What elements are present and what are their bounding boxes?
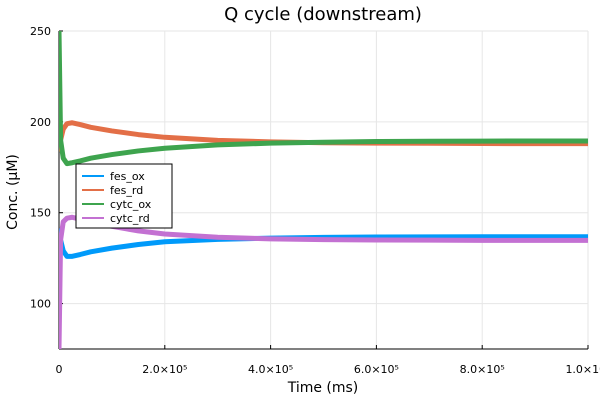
- ticks: 0 2.0×10⁵ 4.0×10⁵ 6.0×10⁵ 8.0×10⁵ 1.0×10⁶ 100 1…: [30, 25, 600, 376]
- y-tick-label: 150: [30, 207, 51, 220]
- chart-title: Q cycle (downstream): [224, 4, 422, 25]
- legend-label-fes-rd: fes_rd: [110, 184, 143, 197]
- y-axis-label: Conc. (μM): [5, 154, 21, 230]
- legend-label-cytc-ox: cytc_ox: [110, 198, 152, 211]
- x-tick-label: 8.0×10⁵: [460, 363, 505, 376]
- series-line-cytc-rd: [59, 214, 588, 349]
- y-tick-label: 100: [30, 298, 51, 311]
- series-lines: [59, 31, 588, 349]
- x-tick-label: 0: [56, 363, 63, 376]
- series-line-fes-ox: [59, 228, 588, 259]
- x-tick-label: 1.0×10⁶: [565, 363, 600, 376]
- legend-label-fes-ox: fes_ox: [110, 170, 145, 183]
- x-tick-label: 6.0×10⁵: [354, 363, 399, 376]
- legend-label-cytc-rd: cytc_rd: [110, 212, 150, 225]
- x-tick-label: 2.0×10⁵: [142, 363, 187, 376]
- x-axis-label: Time (ms): [287, 380, 359, 396]
- y-tick-label: 200: [30, 116, 51, 129]
- x-tick-label: 4.0×10⁵: [248, 363, 293, 376]
- series-line-cytc-ox: [59, 31, 588, 167]
- y-tick-label: 250: [30, 25, 51, 38]
